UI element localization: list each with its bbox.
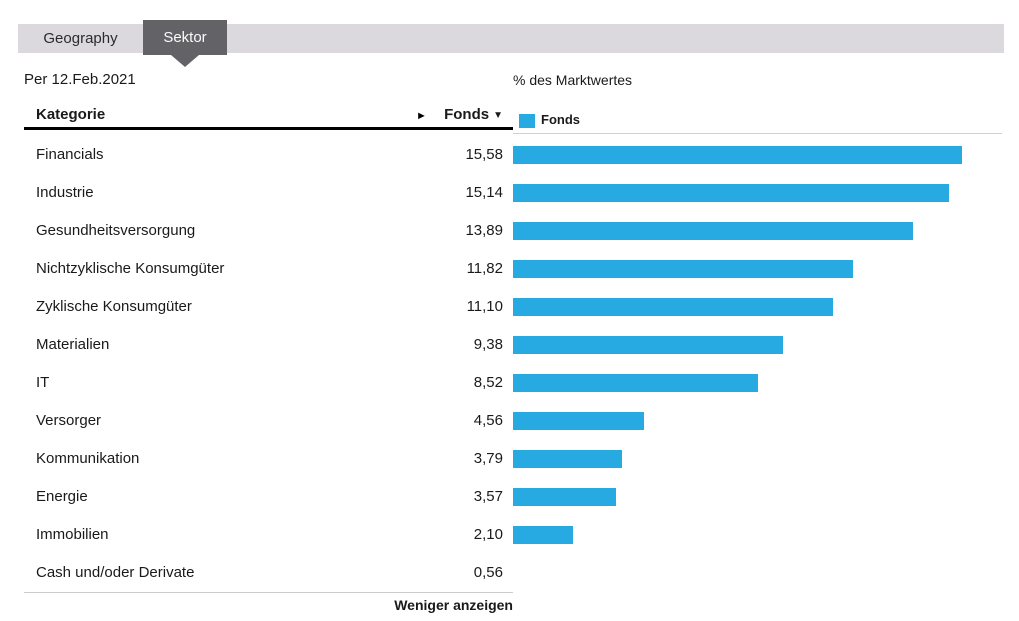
table-row: Nichtzyklische Konsumgüter 11,82 [24,250,1004,288]
legend-label: Fonds [541,112,580,127]
fonds-value: 2,10 [473,526,503,543]
column-scroll-arrow-icon[interactable]: ► [416,110,427,122]
table-header-divider [24,127,513,130]
fonds-value: 15,58 [465,146,503,163]
fonds-bar [513,260,853,278]
fonds-bar [513,298,833,316]
fonds-bar [513,146,962,164]
category-label: Industrie [36,184,94,201]
fonds-bar [513,412,644,430]
table-row: Industrie 15,14 [24,174,1004,212]
fonds-value: 4,56 [473,412,503,429]
fonds-value: 0,56 [473,564,503,581]
category-label: Immobilien [36,526,109,543]
table-row: Versorger 4,56 [24,402,1004,440]
table-bottom-divider [24,592,513,593]
fonds-bar [513,488,616,506]
category-label: IT [36,374,50,391]
fonds-bar [513,336,783,354]
fonds-bar [513,526,573,544]
category-label: Cash und/oder Derivate [36,564,195,581]
category-label: Nichtzyklische Konsumgüter [36,260,225,277]
tab-sektor[interactable]: Sektor [143,20,227,55]
category-label: Versorger [36,412,102,429]
table-row: Immobilien 2,10 [24,516,1004,554]
fonds-bar [513,184,949,202]
category-label: Gesundheitsversorgung [36,222,196,239]
category-label: Financials [36,146,104,163]
table-row: Financials 15,58 [24,136,1004,174]
fonds-value: 11,82 [466,260,503,277]
as-of-date: Per 12.Feb.2021 [24,71,136,88]
table-row: Energie 3,57 [24,478,1004,516]
table-row: Zyklische Konsumgüter 11,10 [24,288,1004,326]
table-row: Materialien 9,38 [24,326,1004,364]
fonds-value: 3,79 [473,450,503,467]
fonds-value: 11,10 [466,298,503,315]
column-header-kategorie[interactable]: Kategorie [36,106,106,123]
chart-top-divider [513,133,1002,134]
category-label: Energie [36,488,88,505]
table-body: Financials 15,58 Industrie 15,14 Gesundh… [24,136,1004,592]
table-row: IT 8,52 [24,364,1004,402]
table-row: Kommunikation 3,79 [24,440,1004,478]
column-header-fonds[interactable]: Fonds ▼ [400,106,503,123]
category-label: Kommunikation [36,450,140,467]
tab-geography[interactable]: Geography [43,30,118,47]
legend-swatch [519,114,535,128]
fonds-bar [513,374,758,392]
sort-desc-icon: ▼ [493,110,503,121]
fonds-bar [513,450,622,468]
chart-axis-title: % des Marktwertes [513,72,633,88]
fonds-value: 15,14 [465,184,503,201]
fonds-value: 9,38 [473,336,503,353]
show-less-link[interactable]: Weniger anzeigen [394,597,513,613]
table-row: Gesundheitsversorgung 13,89 [24,212,1004,250]
table-row: Cash und/oder Derivate 0,56 [24,554,1004,592]
category-label: Zyklische Konsumgüter [36,298,192,315]
active-tab-caret-icon [171,55,199,67]
fonds-value: 8,52 [473,374,503,391]
fonds-value: 13,89 [465,222,503,239]
column-header-fonds-label: Fonds [444,106,490,123]
fonds-value: 3,57 [473,488,503,505]
fonds-bar [513,222,913,240]
category-label: Materialien [36,336,110,353]
